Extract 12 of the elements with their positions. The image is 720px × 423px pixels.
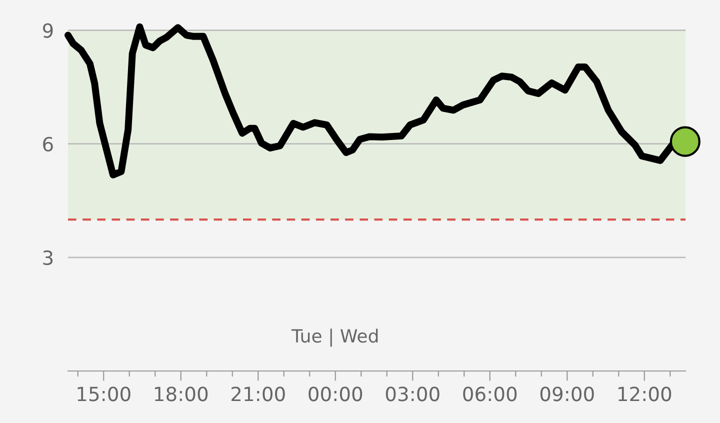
x-tick-label: 15:00 xyxy=(78,386,130,402)
annotation: Tue | Wed xyxy=(291,328,378,347)
y-tick-label: 6 xyxy=(43,136,53,152)
x-tick-label: 12:00 xyxy=(618,386,672,402)
x-tick-label: 09:00 xyxy=(540,386,594,402)
x-tick-label: 06:00 xyxy=(463,386,517,402)
x-tick-label: 21:00 xyxy=(232,386,285,402)
x-tick-label: 03:00 xyxy=(386,386,440,402)
x-tick-label: 18:00 xyxy=(154,386,208,402)
y-tick-label: 9 xyxy=(42,23,53,38)
x-tick-label: 00:00 xyxy=(308,386,362,402)
y-tick-label: 3 xyxy=(43,250,53,266)
